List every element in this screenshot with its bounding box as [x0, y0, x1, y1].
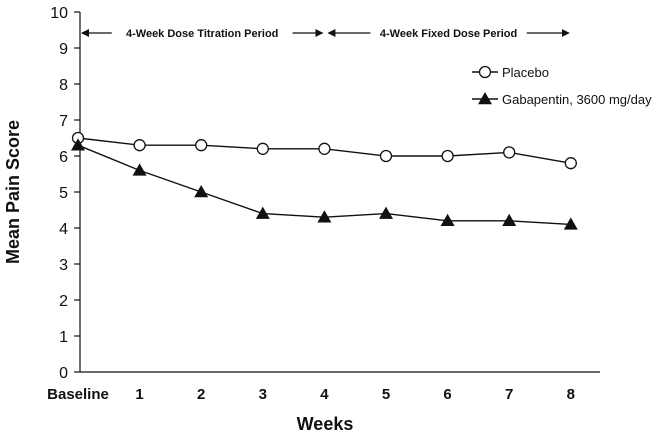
- series-placebo: [71, 131, 577, 170]
- series-gabapentin: [71, 138, 578, 230]
- y-axis-ticks: 0 1 2 3 4 5 6 7 8 9 10: [50, 5, 80, 382]
- data-point: [317, 210, 332, 223]
- data-point: [256, 142, 269, 155]
- y-tick-label: 3: [59, 257, 68, 274]
- legend-label: Placebo: [502, 65, 549, 80]
- legend-item: Gabapentin, 3600 mg/day: [472, 92, 652, 107]
- data-point: [255, 206, 270, 219]
- x-tick-label: 2: [197, 386, 205, 403]
- data-point: [318, 142, 331, 155]
- y-tick-label: 8: [59, 77, 68, 94]
- x-tick-label: 6: [443, 386, 451, 403]
- x-tick-label: 4: [320, 386, 329, 403]
- legend-label: Gabapentin, 3600 mg/day: [502, 92, 652, 107]
- data-point: [503, 146, 516, 159]
- data-point: [441, 149, 454, 163]
- y-tick-label: 2: [59, 293, 68, 310]
- period-label: 4-Week Fixed Dose Period: [380, 28, 517, 40]
- data-point: [194, 185, 209, 198]
- data-point: [133, 139, 146, 152]
- data-point: [379, 149, 393, 163]
- y-tick-label: 4: [59, 221, 68, 238]
- x-axis-ticks: Baseline 1 2 3 4 5 6 7 8: [47, 386, 575, 403]
- series-layer: [71, 131, 578, 230]
- legend-marker: [478, 65, 492, 79]
- x-tick-label: 8: [567, 386, 575, 403]
- y-tick-label: 6: [59, 149, 68, 166]
- x-tick-label: 1: [135, 386, 143, 403]
- y-tick-label: 1: [59, 329, 68, 346]
- x-tick-label: 3: [259, 386, 267, 403]
- period-annotations: 4-Week Dose Titration Period 4-Week Fixed…: [81, 28, 570, 40]
- x-tick-label: 7: [505, 386, 513, 403]
- y-axis-title: Mean Pain Score: [3, 120, 23, 264]
- data-point: [379, 206, 393, 219]
- x-axis-title: Weeks: [297, 414, 354, 434]
- y-tick-label: 10: [50, 5, 68, 22]
- y-tick-label: 9: [59, 41, 68, 58]
- y-tick-label: 0: [59, 365, 68, 382]
- data-point: [564, 157, 577, 170]
- data-point: [132, 163, 147, 176]
- data-point: [71, 138, 85, 151]
- x-tick-label: Baseline: [47, 386, 109, 403]
- legend-item: Placebo: [472, 65, 549, 80]
- legend: Placebo Gabapentin, 3600 mg/day: [472, 65, 652, 107]
- data-point: [563, 217, 578, 230]
- data-point: [440, 213, 455, 227]
- data-point: [195, 139, 208, 152]
- data-point: [502, 213, 517, 227]
- y-tick-label: 5: [59, 185, 68, 202]
- y-tick-label: 7: [59, 113, 68, 130]
- legend-marker: [478, 92, 492, 105]
- period-label: 4-Week Dose Titration Period: [126, 28, 278, 40]
- x-tick-label: 5: [382, 386, 390, 403]
